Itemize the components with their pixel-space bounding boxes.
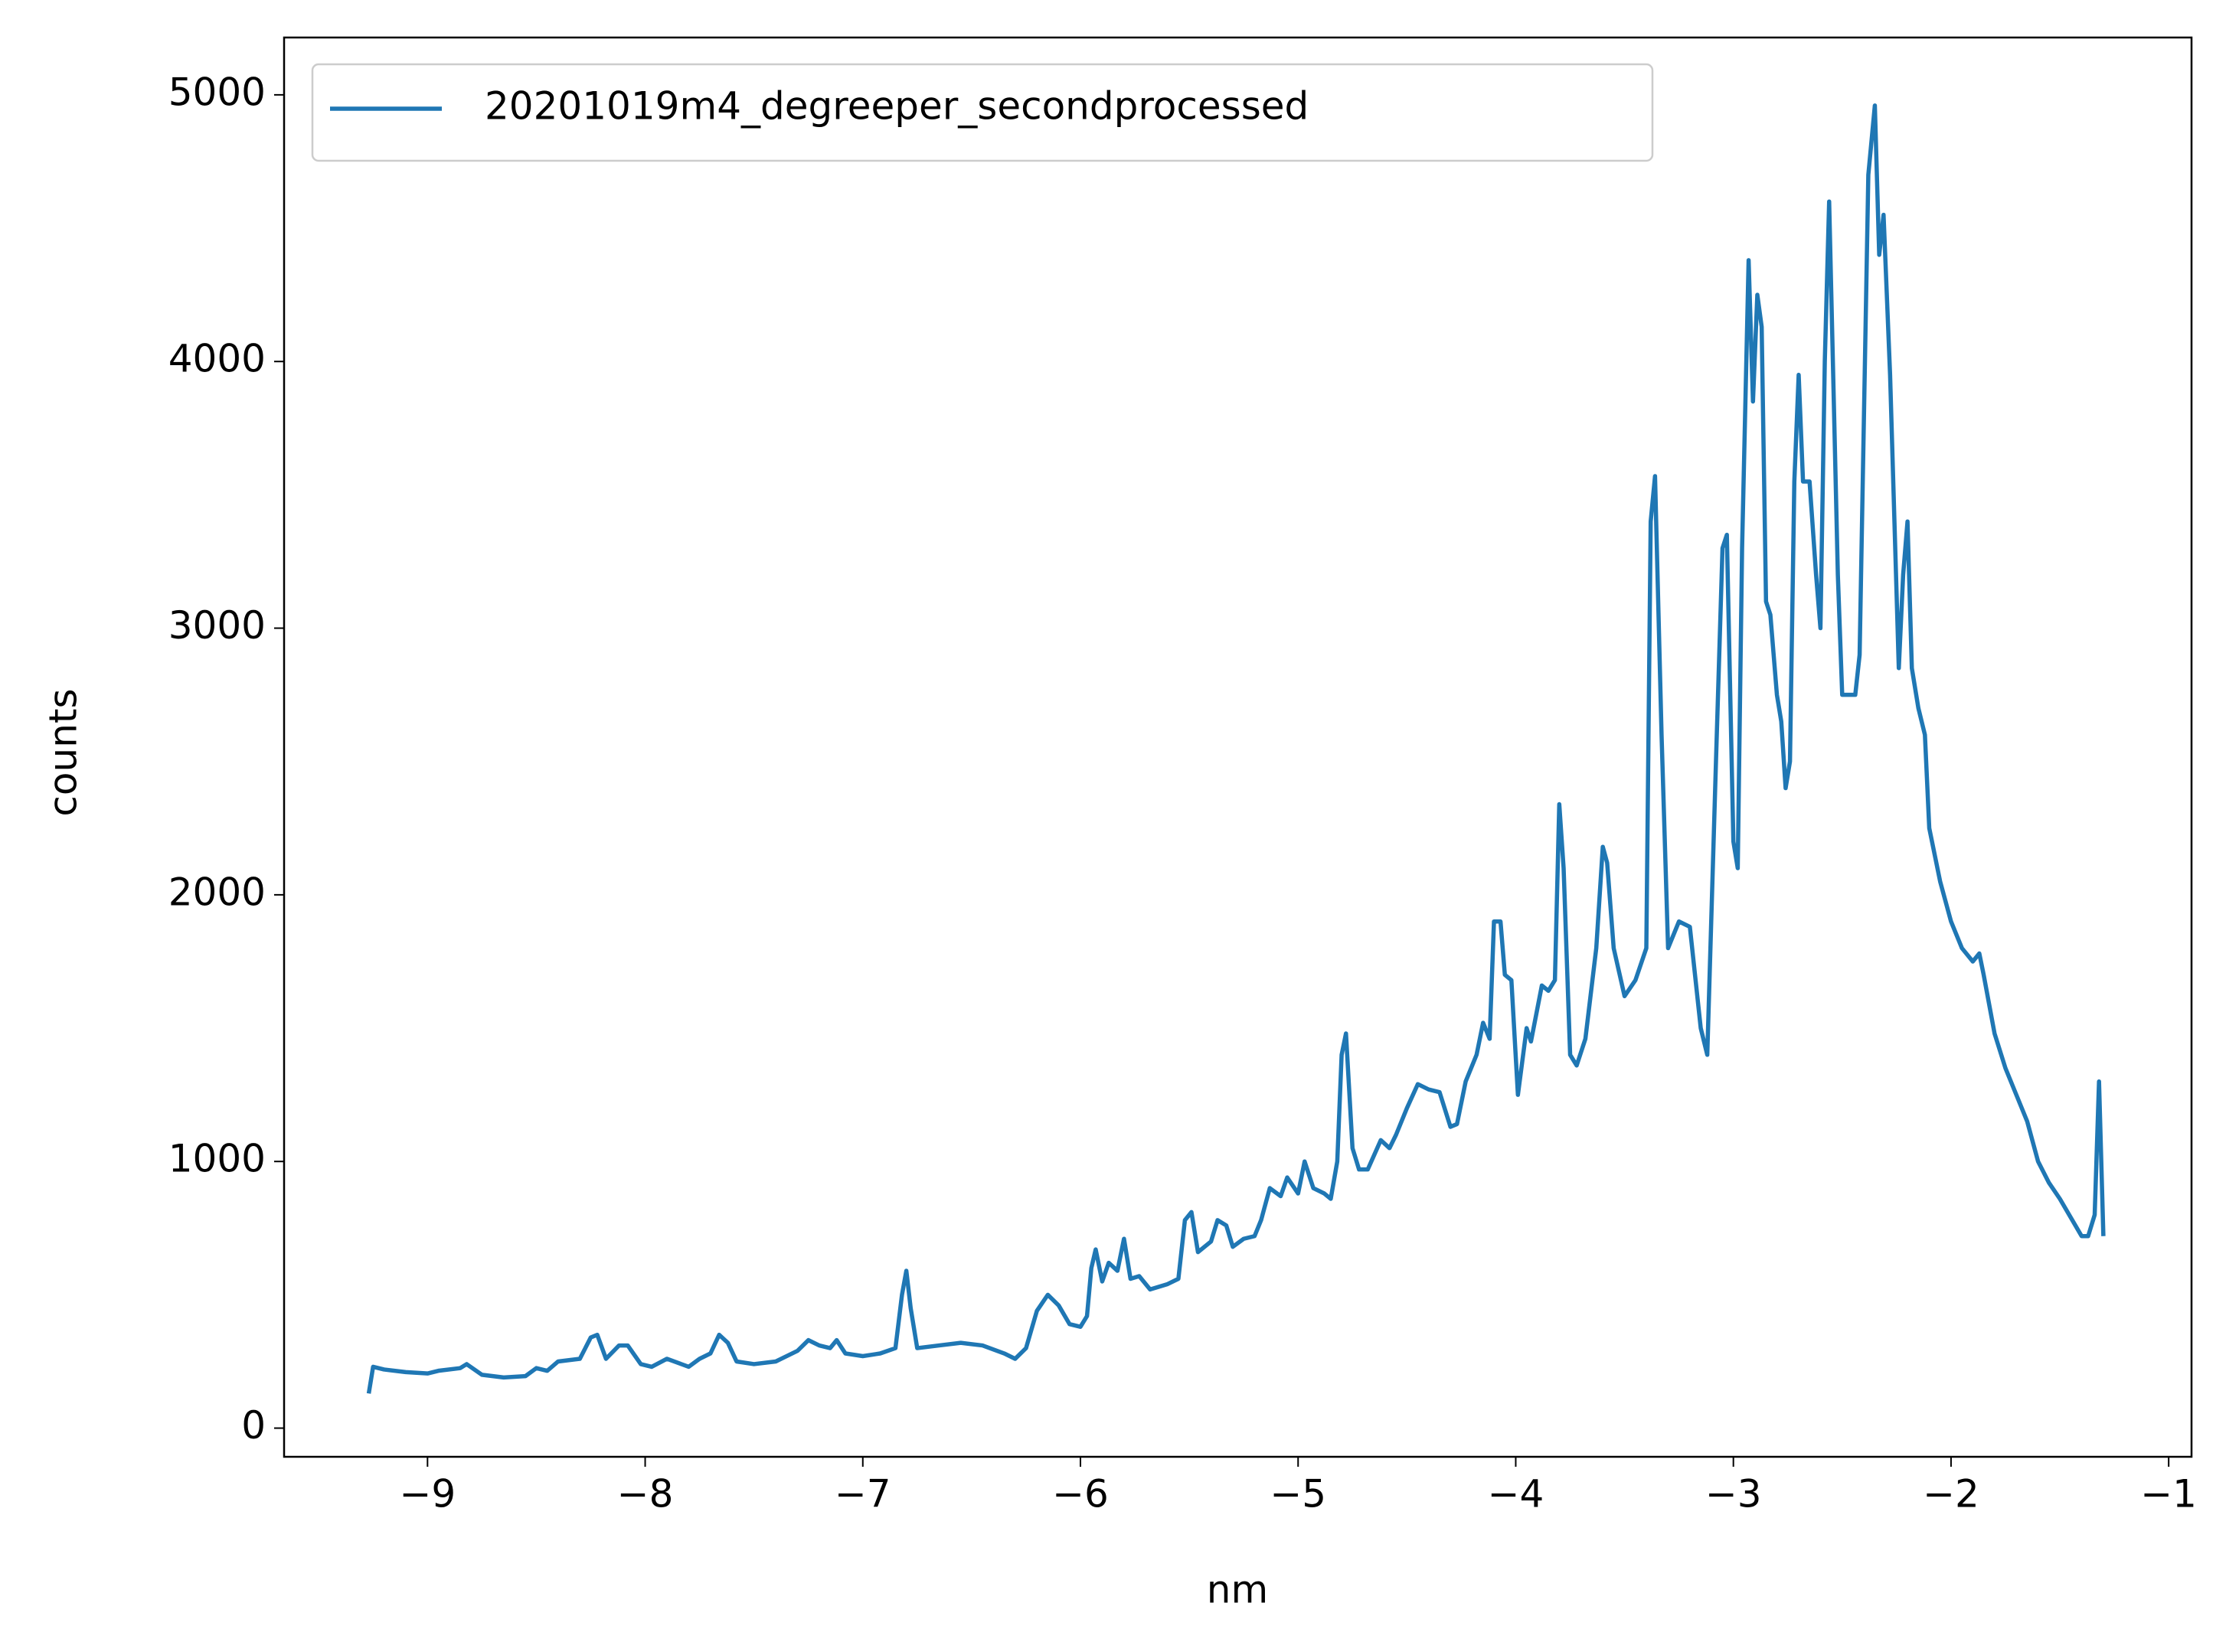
legend-label: 20201019m4_degreeper_secondprocessed	[485, 84, 1309, 129]
y-tick-label: 4000	[168, 337, 266, 381]
x-tick-label: −3	[1705, 1472, 1762, 1517]
y-tick-label: 2000	[168, 870, 266, 914]
x-tick-label: −2	[1923, 1472, 1979, 1517]
y-tick-label: 3000	[168, 603, 266, 648]
y-tick-label: 1000	[168, 1137, 266, 1181]
x-tick-label: −8	[617, 1472, 674, 1517]
y-tick-label: 0	[241, 1403, 266, 1448]
x-tick-label: −9	[399, 1472, 456, 1517]
plot-frame	[283, 36, 2193, 1458]
x-tick-label: −5	[1270, 1472, 1326, 1517]
x-tick-label: −6	[1052, 1472, 1109, 1517]
data-line	[366, 103, 2106, 1394]
x-tick-label: −7	[835, 1472, 891, 1517]
y-axis-label: counts	[41, 688, 86, 816]
legend-box	[311, 63, 1654, 162]
x-tick-label: −4	[1488, 1472, 1544, 1517]
x-axis-label: nm	[1207, 1568, 1268, 1612]
y-tick-label: 5000	[168, 70, 266, 114]
x-tick-label: −1	[2140, 1472, 2197, 1517]
